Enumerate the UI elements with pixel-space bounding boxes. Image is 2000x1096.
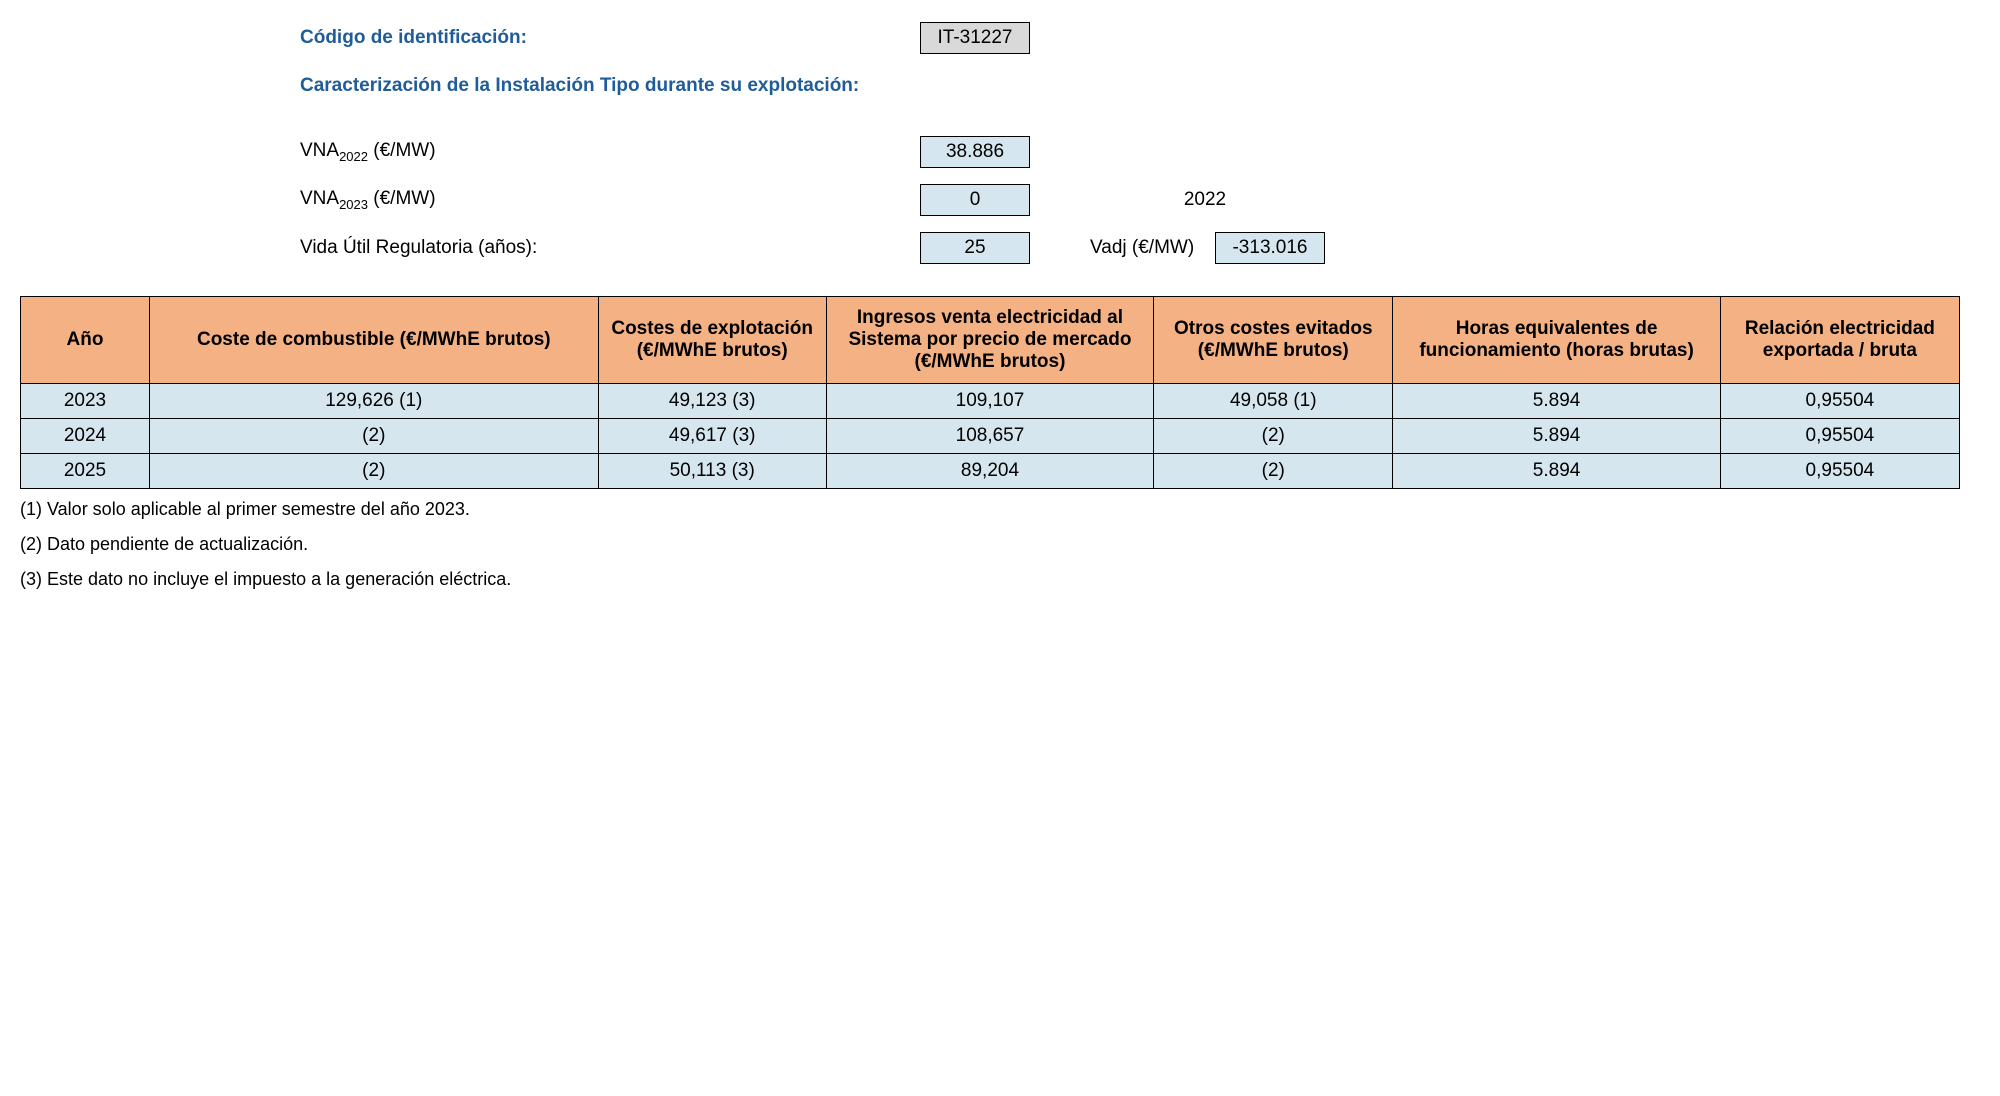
col-header-ingresos: Ingresos venta electricidad al Sistema p… xyxy=(826,297,1153,384)
col-header-ano: Año xyxy=(21,297,150,384)
caracterizacion-title: Caracterización de la Instalación Tipo d… xyxy=(300,75,859,97)
cell-rel: 0,95504 xyxy=(1720,384,1959,419)
cell-ingr: 108,657 xyxy=(826,419,1153,454)
cell-expl: 49,617 (3) xyxy=(598,419,826,454)
cell-comb: (2) xyxy=(149,419,598,454)
col-header-relacion: Relación electricidad exportada / bruta xyxy=(1720,297,1959,384)
cell-horas: 5.894 xyxy=(1393,419,1720,454)
cell-horas: 5.894 xyxy=(1393,384,1720,419)
cell-ano: 2025 xyxy=(21,454,150,489)
cell-ano: 2024 xyxy=(21,419,150,454)
cell-otros: (2) xyxy=(1154,419,1393,454)
vida-value: 25 xyxy=(920,232,1030,264)
codigo-value: IT-31227 xyxy=(920,22,1030,54)
footnotes: (1) Valor solo aplicable al primer semes… xyxy=(20,499,1980,590)
cell-ingr: 109,107 xyxy=(826,384,1153,419)
vadj-label: Vadj (€/MW) xyxy=(1090,237,1205,259)
cell-rel: 0,95504 xyxy=(1720,454,1959,489)
cell-expl: 50,113 (3) xyxy=(598,454,826,489)
header-section: Código de identificación: IT-31227 Carac… xyxy=(300,20,1980,266)
vadj-value: -313.016 xyxy=(1215,232,1325,264)
codigo-label: Código de identificación: xyxy=(300,27,920,49)
table-row: 2025 (2) 50,113 (3) 89,204 (2) 5.894 0,9… xyxy=(21,454,1960,489)
cell-comb: (2) xyxy=(149,454,598,489)
cell-comb: 129,626 (1) xyxy=(149,384,598,419)
footnote-1: (1) Valor solo aplicable al primer semes… xyxy=(20,499,1980,520)
footnote-2: (2) Dato pendiente de actualización. xyxy=(20,534,1980,555)
cell-rel: 0,95504 xyxy=(1720,419,1959,454)
main-table: Año Coste de combustible (€/MWhE brutos)… xyxy=(20,296,1960,489)
cell-otros: (2) xyxy=(1154,454,1393,489)
vna2023-value: 0 xyxy=(920,184,1030,216)
col-header-horas: Horas equivalentes de funcionamiento (ho… xyxy=(1393,297,1720,384)
cell-otros: 49,058 (1) xyxy=(1154,384,1393,419)
table-row: 2024 (2) 49,617 (3) 108,657 (2) 5.894 0,… xyxy=(21,419,1960,454)
cell-ingr: 89,204 xyxy=(826,454,1153,489)
table-header-row: Año Coste de combustible (€/MWhE brutos)… xyxy=(21,297,1960,384)
footnote-3: (3) Este dato no incluye el impuesto a l… xyxy=(20,569,1980,590)
table-row: 2023 129,626 (1) 49,123 (3) 109,107 49,0… xyxy=(21,384,1960,419)
col-header-combustible: Coste de combustible (€/MWhE brutos) xyxy=(149,297,598,384)
vida-label: Vida Útil Regulatoria (años): xyxy=(300,237,920,259)
vna2022-label: VNA2022 (€/MW) xyxy=(300,140,920,164)
vna2023-label: VNA2023 (€/MW) xyxy=(300,188,920,212)
cell-ano: 2023 xyxy=(21,384,150,419)
col-header-explotacion: Costes de explotación (€/MWhE brutos) xyxy=(598,297,826,384)
col-header-otros: Otros costes evitados (€/MWhE brutos) xyxy=(1154,297,1393,384)
cell-horas: 5.894 xyxy=(1393,454,1720,489)
cell-expl: 49,123 (3) xyxy=(598,384,826,419)
vna2022-value: 38.886 xyxy=(920,136,1030,168)
year-right: 2022 xyxy=(1090,189,1320,211)
